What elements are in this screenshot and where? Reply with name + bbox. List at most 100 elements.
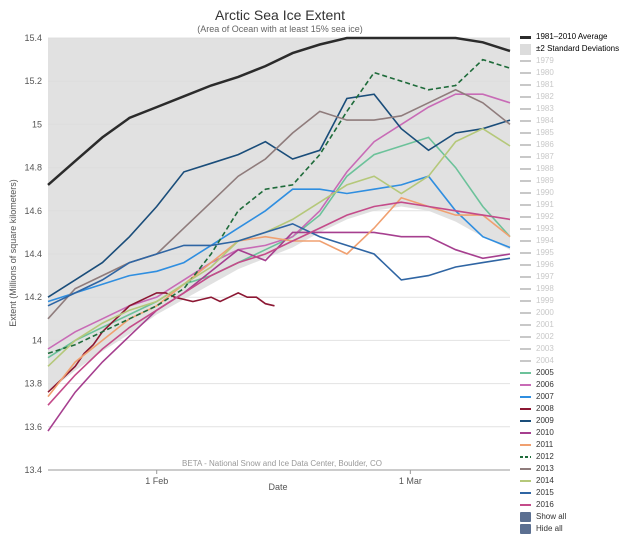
legend-label-1990: 1990	[536, 188, 554, 197]
legend-item-2016[interactable]: 2016	[520, 499, 638, 511]
legend-swatch-1995	[520, 252, 531, 254]
legend-item-2003[interactable]: 2003	[520, 343, 638, 355]
legend-item-2007[interactable]: 2007	[520, 391, 638, 403]
legend-item-1983[interactable]: 1983	[520, 103, 638, 115]
chart-title: Arctic Sea Ice Extent	[215, 7, 345, 23]
legend-item-1991[interactable]: 1991	[520, 199, 638, 211]
show-all-label: Show all	[536, 512, 567, 521]
legend-swatch-1991	[520, 204, 531, 206]
legend-item-1981[interactable]: 1981	[520, 79, 638, 91]
chart-subtitle: (Area of Ocean with at least 15% sea ice…	[197, 24, 363, 34]
legend-swatch-2008	[520, 408, 531, 410]
legend-item-2006[interactable]: 2006	[520, 379, 638, 391]
legend-swatch-std-band	[520, 43, 531, 55]
show-all-button[interactable]: Show all	[520, 511, 638, 523]
legend-label-2012: 2012	[536, 452, 554, 461]
legend-label-1985: 1985	[536, 128, 554, 137]
series-line-2012[interactable]	[47, 58, 511, 355]
y-tick-label: 15.2	[24, 76, 42, 86]
legend-item-1985[interactable]: 1985	[520, 127, 638, 139]
legend-item-1999[interactable]: 1999	[520, 295, 638, 307]
legend-swatch-1988	[520, 168, 531, 170]
legend-item-1984[interactable]: 1984	[520, 115, 638, 127]
legend-item-1986[interactable]: 1986	[520, 139, 638, 151]
series-line-2015[interactable]	[47, 222, 511, 307]
x-tick-label: 1 Mar	[399, 476, 422, 486]
legend-item-1988[interactable]: 1988	[520, 163, 638, 175]
legend-swatch-1990	[520, 192, 531, 194]
legend-label-2014: 2014	[536, 476, 554, 485]
series-line-2014[interactable]	[47, 127, 511, 367]
x-axis-title: Date	[268, 482, 287, 492]
legend-item-1998[interactable]: 1998	[520, 283, 638, 295]
legend-item-2012[interactable]: 2012	[520, 451, 638, 463]
legend-item-2013[interactable]: 2013	[520, 463, 638, 475]
legend-label-1993: 1993	[536, 224, 554, 233]
legend-swatch-1981	[520, 84, 531, 86]
legend-label-1989: 1989	[536, 176, 554, 185]
legend-item-2008[interactable]: 2008	[520, 403, 638, 415]
legend-swatch-1983	[520, 108, 531, 110]
legend-item-1996[interactable]: 1996	[520, 259, 638, 271]
series-line-2016[interactable]	[47, 201, 511, 406]
legend-swatch-2002	[520, 336, 531, 338]
legend-item-1997[interactable]: 1997	[520, 271, 638, 283]
legend-item-1995[interactable]: 1995	[520, 247, 638, 259]
legend-label-2016: 2016	[536, 500, 554, 509]
legend-label-2011: 2011	[536, 440, 554, 449]
series-line-2008[interactable]	[47, 292, 275, 393]
legend-label-1995: 1995	[536, 248, 554, 257]
legend-item-1989[interactable]: 1989	[520, 175, 638, 187]
series-line-2007[interactable]	[47, 175, 511, 303]
legend-item-2009[interactable]: 2009	[520, 415, 638, 427]
legend-label-2003: 2003	[536, 344, 554, 353]
legend-swatch-1993	[520, 228, 531, 230]
series-line-2005[interactable]	[47, 136, 511, 359]
legend-label-2005: 2005	[536, 368, 554, 377]
legend-item-1979[interactable]: 1979	[520, 55, 638, 67]
legend-swatch-1986	[520, 144, 531, 146]
legend-item-2015[interactable]: 2015	[520, 487, 638, 499]
legend-label-1991: 1991	[536, 200, 554, 209]
legend-item-std-band[interactable]: ±2 Standard Deviations	[520, 43, 638, 55]
legend-swatch-2003	[520, 348, 531, 350]
y-tick-label: 14.8	[24, 163, 42, 173]
legend-label-1981: 1981	[536, 80, 554, 89]
y-tick-label: 14.4	[24, 249, 42, 259]
legend-item-1992[interactable]: 1992	[520, 211, 638, 223]
legend-item-1990[interactable]: 1990	[520, 187, 638, 199]
legend-swatch-1994	[520, 240, 531, 242]
legend-item-2014[interactable]: 2014	[520, 475, 638, 487]
legend-swatch-2000	[520, 312, 531, 314]
legend-item-1982[interactable]: 1982	[520, 91, 638, 103]
legend-item-2000[interactable]: 2000	[520, 307, 638, 319]
series-line-2009[interactable]	[47, 93, 511, 298]
legend-item-2010[interactable]: 2010	[520, 427, 638, 439]
legend-label-1979: 1979	[536, 56, 554, 65]
legend-item-2002[interactable]: 2002	[520, 331, 638, 343]
chart-legend: 1981–2010 Average ±2 Standard Deviations…	[520, 31, 638, 535]
legend-item-2011[interactable]: 2011	[520, 439, 638, 451]
legend-swatch-2016	[520, 504, 531, 506]
legend-item-1994[interactable]: 1994	[520, 235, 638, 247]
legend-label-1997: 1997	[536, 272, 554, 281]
legend-swatch-2001	[520, 324, 531, 326]
legend-label-2015: 2015	[536, 488, 554, 497]
legend-item-2001[interactable]: 2001	[520, 319, 638, 331]
series-line-2006[interactable]	[47, 93, 511, 350]
legend-item-1993[interactable]: 1993	[520, 223, 638, 235]
legend-label-1986: 1986	[536, 140, 554, 149]
legend-item-2005[interactable]: 2005	[520, 367, 638, 379]
legend-item-average[interactable]: 1981–2010 Average	[520, 31, 638, 43]
y-tick-label: 14	[32, 335, 42, 345]
legend-label-1988: 1988	[536, 164, 554, 173]
std-dev-band	[48, 38, 510, 393]
y-tick-label: 13.4	[24, 465, 42, 475]
legend-item-1987[interactable]: 1987	[520, 151, 638, 163]
legend-item-2004[interactable]: 2004	[520, 355, 638, 367]
series-line-2010[interactable]	[47, 231, 511, 432]
legend-swatch-1989	[520, 180, 531, 182]
legend-swatch-2009	[520, 420, 531, 422]
hide-all-button[interactable]: Hide all	[520, 523, 638, 535]
legend-item-1980[interactable]: 1980	[520, 67, 638, 79]
